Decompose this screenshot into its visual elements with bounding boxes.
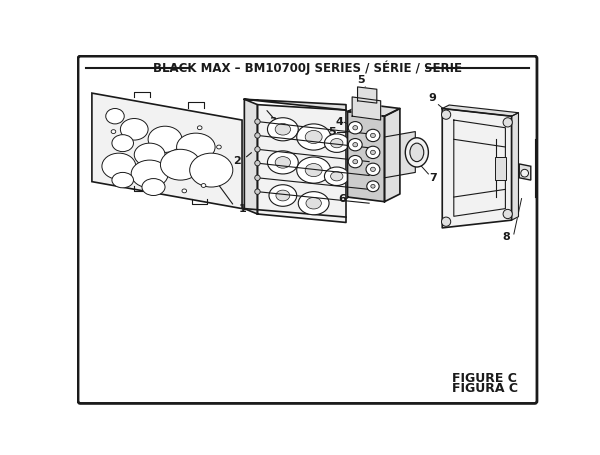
Polygon shape bbox=[352, 97, 380, 120]
Text: 1: 1 bbox=[238, 203, 246, 213]
Ellipse shape bbox=[305, 131, 322, 143]
Ellipse shape bbox=[297, 157, 331, 183]
Ellipse shape bbox=[353, 159, 358, 164]
Ellipse shape bbox=[349, 156, 362, 168]
Ellipse shape bbox=[182, 189, 187, 193]
Circle shape bbox=[255, 133, 260, 138]
Ellipse shape bbox=[269, 185, 297, 206]
Text: 5: 5 bbox=[358, 76, 365, 86]
Text: 2: 2 bbox=[233, 156, 241, 166]
Ellipse shape bbox=[268, 151, 298, 174]
Ellipse shape bbox=[371, 184, 375, 188]
Ellipse shape bbox=[366, 129, 380, 142]
Text: FIGURE C: FIGURE C bbox=[452, 371, 517, 384]
Ellipse shape bbox=[371, 150, 376, 155]
Polygon shape bbox=[358, 87, 377, 103]
Ellipse shape bbox=[349, 121, 362, 134]
Ellipse shape bbox=[331, 138, 343, 148]
Polygon shape bbox=[244, 99, 346, 110]
Polygon shape bbox=[519, 164, 531, 180]
Ellipse shape bbox=[371, 133, 376, 137]
Ellipse shape bbox=[102, 153, 136, 179]
Ellipse shape bbox=[331, 172, 343, 181]
Polygon shape bbox=[385, 108, 400, 202]
Ellipse shape bbox=[112, 135, 133, 152]
Circle shape bbox=[255, 119, 260, 124]
Ellipse shape bbox=[106, 108, 124, 124]
Ellipse shape bbox=[306, 197, 322, 209]
Text: 9: 9 bbox=[428, 93, 436, 103]
Polygon shape bbox=[512, 113, 518, 220]
Ellipse shape bbox=[305, 163, 322, 177]
Ellipse shape bbox=[268, 118, 298, 141]
Text: 3: 3 bbox=[269, 117, 277, 127]
Polygon shape bbox=[347, 111, 385, 202]
Polygon shape bbox=[442, 108, 512, 228]
Circle shape bbox=[255, 175, 260, 181]
Ellipse shape bbox=[325, 134, 349, 152]
Ellipse shape bbox=[275, 157, 290, 168]
Circle shape bbox=[255, 147, 260, 152]
Text: 8: 8 bbox=[502, 232, 510, 242]
Ellipse shape bbox=[111, 130, 116, 133]
Text: 5: 5 bbox=[328, 126, 336, 136]
Ellipse shape bbox=[298, 192, 329, 215]
Circle shape bbox=[503, 209, 512, 218]
Ellipse shape bbox=[201, 183, 206, 187]
Ellipse shape bbox=[131, 160, 168, 188]
Ellipse shape bbox=[197, 126, 202, 130]
Ellipse shape bbox=[297, 124, 331, 150]
Circle shape bbox=[442, 217, 451, 226]
Ellipse shape bbox=[148, 126, 182, 152]
Circle shape bbox=[255, 189, 260, 194]
Polygon shape bbox=[257, 105, 346, 222]
Circle shape bbox=[503, 118, 512, 127]
Polygon shape bbox=[347, 104, 400, 116]
Circle shape bbox=[442, 110, 451, 119]
Ellipse shape bbox=[366, 146, 380, 158]
Circle shape bbox=[255, 161, 260, 166]
Ellipse shape bbox=[325, 167, 349, 186]
Polygon shape bbox=[454, 120, 505, 216]
Bar bbox=[494, 157, 506, 180]
Text: 6: 6 bbox=[338, 193, 346, 203]
Ellipse shape bbox=[275, 123, 290, 135]
Ellipse shape bbox=[160, 149, 200, 180]
Ellipse shape bbox=[276, 190, 290, 201]
Text: 7: 7 bbox=[429, 173, 437, 183]
Ellipse shape bbox=[134, 143, 165, 166]
Ellipse shape bbox=[366, 163, 380, 176]
Text: BLACK MAX – BM10700J SERIES / SÉRIE / SERIE: BLACK MAX – BM10700J SERIES / SÉRIE / SE… bbox=[153, 61, 462, 75]
Text: FIGURA C: FIGURA C bbox=[452, 381, 518, 394]
Ellipse shape bbox=[353, 126, 358, 130]
Ellipse shape bbox=[371, 167, 376, 172]
Ellipse shape bbox=[142, 178, 165, 196]
Polygon shape bbox=[442, 105, 518, 116]
Ellipse shape bbox=[121, 118, 148, 140]
Ellipse shape bbox=[410, 143, 424, 162]
Ellipse shape bbox=[353, 142, 358, 147]
Circle shape bbox=[521, 169, 529, 177]
Ellipse shape bbox=[217, 145, 221, 149]
Ellipse shape bbox=[405, 138, 428, 167]
Ellipse shape bbox=[349, 138, 362, 151]
Ellipse shape bbox=[367, 181, 379, 192]
Polygon shape bbox=[244, 99, 257, 214]
Text: 4: 4 bbox=[336, 117, 344, 127]
Polygon shape bbox=[385, 131, 415, 178]
Ellipse shape bbox=[112, 172, 133, 188]
Ellipse shape bbox=[176, 133, 215, 161]
Polygon shape bbox=[92, 93, 242, 208]
Ellipse shape bbox=[190, 153, 233, 187]
